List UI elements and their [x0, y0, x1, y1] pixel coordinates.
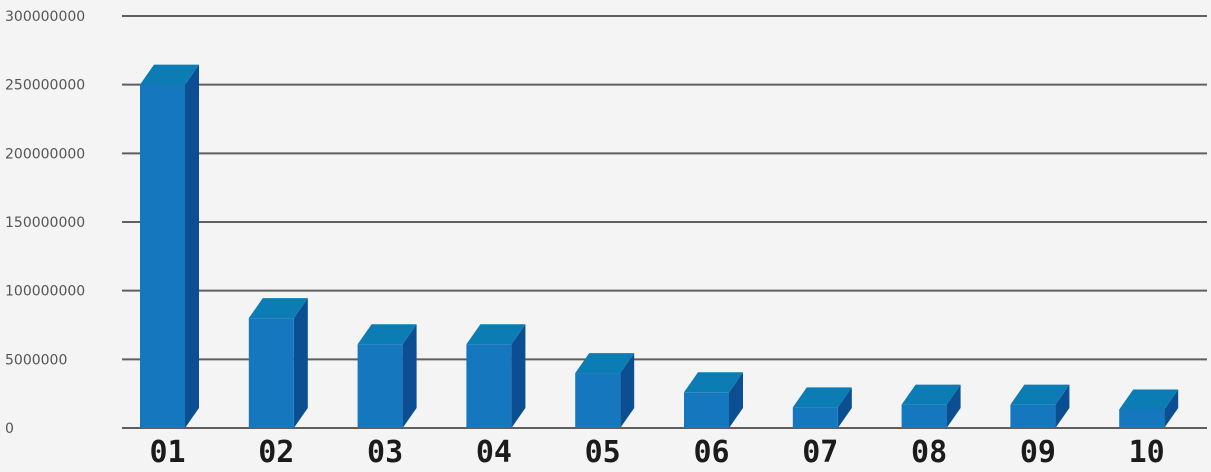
bar-05 — [575, 353, 635, 428]
bar-top — [357, 324, 417, 345]
bar-07 — [792, 387, 852, 428]
x-tick-label: 10 — [1129, 435, 1165, 470]
bar-side — [837, 387, 852, 428]
bar-06 — [684, 372, 743, 428]
bar-top — [575, 353, 635, 374]
x-tick-label: 01 — [149, 435, 185, 470]
bar-side — [293, 298, 308, 428]
y-tick-label: 100000000 — [5, 284, 85, 300]
bar-top — [140, 64, 199, 85]
bar-top — [1010, 384, 1070, 405]
bar-side — [402, 324, 417, 428]
bar-top — [466, 324, 526, 345]
bar-side — [729, 372, 743, 428]
y-tick-label: 5000000 — [5, 352, 67, 368]
bar-01 — [140, 64, 199, 429]
bar-front — [140, 84, 185, 429]
bar-front — [1010, 404, 1056, 428]
y-axis: 0 5000000 100000000 150000000 200000000 25000… — [5, 9, 85, 437]
y-tick-label: 300000000 — [5, 9, 85, 25]
bar-front — [792, 407, 838, 428]
bar-front — [575, 373, 621, 428]
bar-front — [684, 392, 729, 428]
bar-03 — [357, 324, 417, 428]
x-tick-label: 04 — [476, 435, 512, 470]
x-axis: 01 02 03 04 05 06 07 08 09 10 — [149, 435, 1164, 470]
x-tick-label: 02 — [258, 435, 294, 470]
x-tick-label: 09 — [1020, 435, 1056, 470]
bar-top — [792, 387, 852, 408]
bar-04 — [466, 324, 526, 428]
y-tick-label: 150000000 — [5, 215, 85, 231]
y-tick-label: 250000000 — [5, 78, 85, 94]
x-tick-label: 03 — [367, 435, 403, 470]
x-tick-label: 07 — [802, 435, 838, 470]
bar-top — [1119, 389, 1179, 410]
x-tick-label: 06 — [693, 435, 729, 470]
bar-02 — [248, 298, 308, 428]
bar-side — [185, 64, 199, 429]
bar-top — [248, 298, 308, 319]
bar-front — [248, 318, 294, 428]
bar-09 — [1010, 384, 1070, 428]
bar-front — [901, 404, 947, 428]
x-tick-label: 05 — [585, 435, 621, 470]
bar-front — [1119, 409, 1165, 428]
x-tick-label: 08 — [911, 435, 947, 470]
bars — [140, 64, 1179, 429]
bar-side — [946, 384, 961, 428]
y-tick-label: 200000000 — [5, 146, 85, 162]
bar-side — [1164, 389, 1179, 428]
bar-side — [620, 353, 635, 428]
bar-side — [1055, 384, 1070, 428]
y-tick-label: 0 — [5, 421, 14, 437]
bar-08 — [901, 384, 961, 428]
bar-front — [357, 344, 403, 428]
bar-top — [901, 384, 961, 405]
bar-front — [466, 344, 512, 428]
bar-side — [511, 324, 526, 428]
bar-top — [684, 372, 743, 393]
bar-10 — [1119, 389, 1179, 428]
